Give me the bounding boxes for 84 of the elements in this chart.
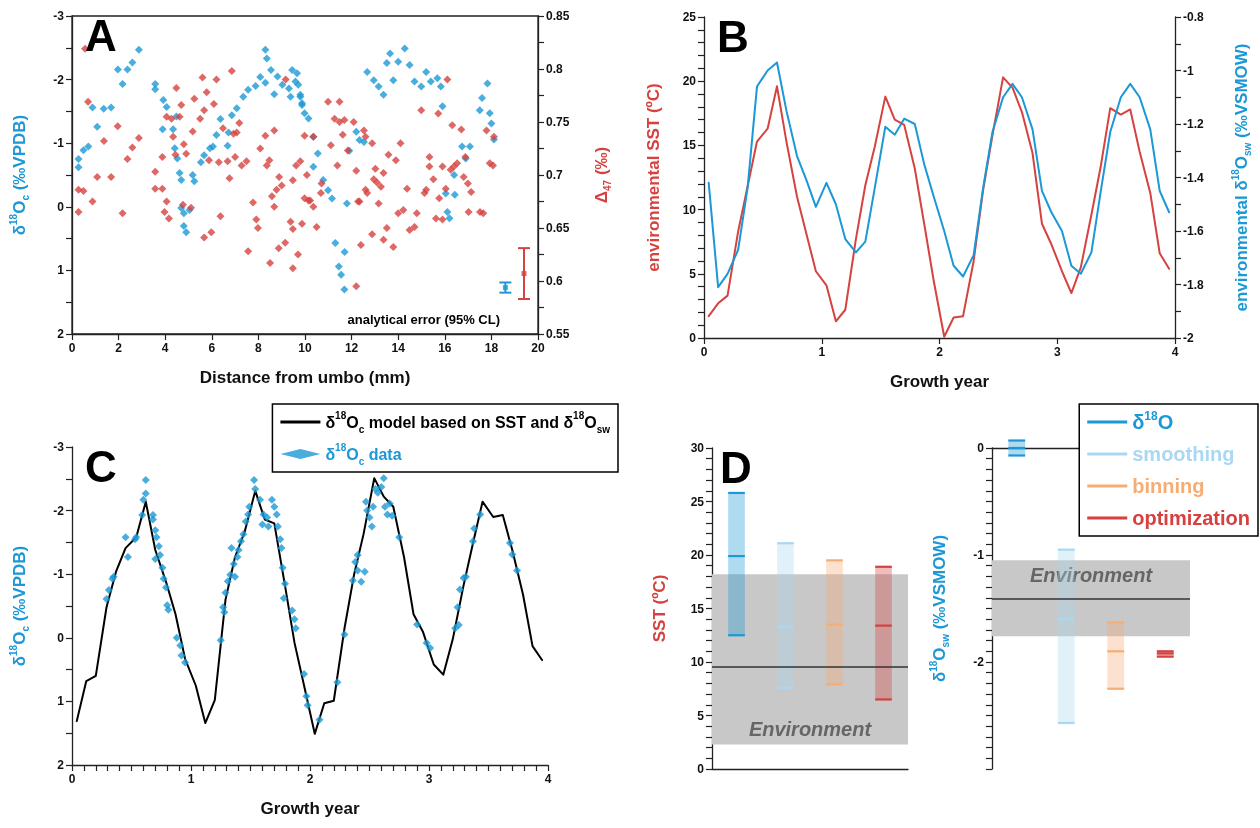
x-axis-title: Growth year (889, 371, 990, 391)
y-tick-label: 20 (690, 548, 705, 562)
y-tick-label: -1 (973, 548, 985, 562)
y2-tick-label: 0.65 (546, 221, 570, 235)
legend-label: optimization (1132, 507, 1250, 529)
y2-axis-title: Δ47 (‰) (591, 146, 613, 204)
y-tick-label: 10 (682, 202, 697, 217)
x-tick-label: 4 (161, 341, 169, 355)
y2-tick-label: -1.2 (1183, 117, 1204, 131)
y-tick-label: -3 (53, 9, 65, 23)
y2-tick-label: 0.75 (546, 115, 570, 129)
y-tick-label: 0 (697, 762, 705, 776)
band-label: Environment (748, 718, 873, 741)
y2-tick-label: 0.85 (546, 9, 570, 23)
chart-title: D (720, 442, 752, 492)
y-tick-label: -1 (53, 567, 65, 582)
line-series (707, 76, 1171, 338)
chart-title: C (85, 441, 117, 491)
y-tick-label: 25 (690, 494, 705, 509)
y2-tick-label: -2 (1183, 331, 1194, 345)
y-tick-label: 1 (57, 694, 65, 709)
x-tick-label: 1 (818, 345, 826, 359)
y2-tick-label: -1.4 (1183, 170, 1204, 185)
y-tick-label: -3 (53, 440, 65, 454)
y-tick-label: 30 (690, 441, 705, 455)
y2-tick-label: 0.8 (546, 62, 564, 76)
chart-title: B (717, 11, 749, 61)
y-tick-label: 0 (57, 199, 65, 214)
x-tick-label: 8 (255, 341, 263, 355)
y-axis-title: environmental SST (ºC) (643, 83, 663, 272)
y-tick-label: -1 (53, 136, 65, 151)
y-tick-label: 10 (690, 655, 705, 669)
y2-tick-label: -1 (1183, 63, 1194, 78)
y-axis-title: δ18Osw (‰VSMOW) (927, 534, 951, 683)
y-tick-label: -2 (53, 72, 65, 87)
y2-tick-label: 0.7 (546, 168, 564, 182)
x-tick-label: 0 (68, 341, 76, 355)
x-tick-label: 2 (936, 345, 944, 359)
y-tick-label: 2 (57, 758, 65, 772)
y-tick-label: 1 (57, 263, 65, 278)
y-tick-label: 25 (682, 10, 697, 24)
x-tick-label: 4 (1171, 345, 1179, 359)
legend-label: smoothing (1132, 443, 1235, 465)
y-tick-label: 5 (689, 266, 697, 281)
y2-tick-label: -1.8 (1183, 277, 1204, 292)
y-tick-label: 15 (682, 138, 697, 153)
x-tick-label: 14 (391, 341, 406, 355)
y2-tick-label: -1.6 (1183, 224, 1204, 238)
annotation: analytical error (95% CL) (347, 312, 501, 327)
band-label: Environment (1029, 564, 1154, 587)
y2-tick-label: 0.55 (546, 327, 570, 341)
x-tick-label: 6 (208, 341, 216, 355)
y-tick-label: 0 (57, 630, 65, 645)
y-tick-label: -2 (53, 503, 65, 518)
y-axis-title: δ18Oc (‰VPDB) (7, 545, 31, 667)
x-axis-title: Distance from umbo (mm) (199, 367, 411, 387)
x-tick-label: 20 (531, 341, 545, 355)
x-tick-label: 0 (68, 772, 76, 786)
y-tick-label: -2 (973, 655, 985, 669)
x-tick-label: 12 (344, 341, 359, 355)
x-tick-label: 2 (115, 341, 123, 355)
y-axis-title: δ18Oc (‰VPDB) (7, 114, 31, 236)
y-tick-label: 0 (689, 331, 697, 345)
y-axis-title: SST (ºC) (649, 574, 669, 643)
y-tick-label: 2 (57, 327, 65, 341)
x-axis-title: Growth year (260, 798, 360, 818)
legend-label: binning (1132, 475, 1205, 497)
x-tick-label: 16 (438, 341, 452, 355)
x-tick-label: 18 (484, 341, 499, 355)
x-tick-label: 2 (306, 772, 314, 786)
y2-axis-title: environmental δ18Osw (‰VSMOW) (1229, 43, 1253, 312)
x-tick-label: 4 (544, 772, 552, 786)
chart-title: A (85, 10, 117, 60)
y2-tick-label: 0.6 (546, 274, 564, 288)
line-series (707, 61, 1171, 289)
x-tick-label: 10 (298, 341, 312, 355)
y-tick-label: 0 (977, 441, 985, 455)
y-tick-label: 5 (697, 708, 705, 723)
y-tick-label: 15 (690, 601, 705, 616)
x-tick-label: 3 (425, 772, 433, 786)
y2-tick-label: -0.8 (1183, 10, 1204, 24)
y-tick-label: 20 (682, 74, 697, 89)
x-tick-label: 3 (1053, 345, 1061, 359)
x-tick-label: 1 (187, 772, 195, 786)
